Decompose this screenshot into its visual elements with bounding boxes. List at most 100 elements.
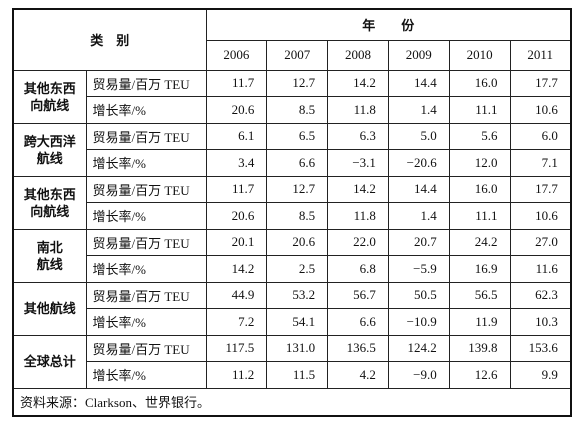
value-cell: 53.2 bbox=[266, 281, 329, 309]
year-header: 2007 bbox=[266, 39, 329, 71]
value-cell: 44.9 bbox=[205, 281, 268, 309]
data-row: 其他东西 向航线 贸易量/百万 TEU 11.7 12.7 14.2 14.4 16.0 17.… bbox=[12, 175, 572, 230]
value-cell: 54.1 bbox=[266, 308, 329, 336]
metric: 增长率/% bbox=[85, 202, 207, 230]
metric: 增长率/% bbox=[85, 149, 207, 177]
value-cell: 12.7 bbox=[266, 175, 329, 203]
year-row: 2006 2007 2008 2009 2010 2011 bbox=[13, 39, 572, 71]
value-cell: 16.0 bbox=[448, 175, 511, 203]
data-row: 增长率/% 20.6 8.5 11.8 1.4 11.1 10.6 bbox=[13, 202, 572, 230]
value-cell: 1.4 bbox=[387, 202, 450, 230]
value-cell: 8.5 bbox=[266, 202, 329, 230]
data-row: 增长率/% 7.2 54.1 6.6 −10.9 11.9 10.3 bbox=[13, 308, 572, 336]
metric: 贸易量/百万 TEU bbox=[85, 228, 207, 256]
group-name-line: 跨大西洋 bbox=[23, 133, 76, 149]
metric: 增长率/% bbox=[85, 308, 207, 336]
metric: 增长率/% bbox=[85, 255, 207, 283]
value-cell: 20.6 bbox=[266, 228, 329, 256]
value-cell: 153.6 bbox=[509, 334, 572, 362]
data-row: 其他航线 贸易量/百万 TEU 44.9 53.2 56.7 50.5 56.5 62.3 bbox=[12, 281, 572, 336]
value-cell: 131.0 bbox=[266, 334, 329, 362]
group-name-line: 其他航线 bbox=[23, 301, 76, 316]
value-cell: 6.3 bbox=[327, 122, 389, 150]
value-cell: 11.7 bbox=[205, 175, 268, 203]
value-cell: 10.6 bbox=[509, 202, 572, 230]
value-cell: 11.2 bbox=[205, 361, 268, 389]
value-cell: 14.2 bbox=[205, 255, 268, 283]
data-row: 增长率/% 11.2 11.5 4.2 −9.0 12.6 9.9 bbox=[13, 361, 572, 389]
data-row: 增长率/% 20.6 8.5 11.8 1.4 11.1 10.6 bbox=[13, 96, 572, 124]
value-cell: 11.1 bbox=[448, 96, 511, 124]
value-cell: 10.6 bbox=[509, 96, 572, 124]
value-cell: 20.6 bbox=[205, 96, 268, 124]
value-cell: 11.6 bbox=[509, 255, 572, 283]
value-cell: 6.8 bbox=[327, 255, 389, 283]
value-cell: 20.6 bbox=[205, 202, 268, 230]
year-header: 2006 bbox=[205, 39, 268, 71]
group-name: 南北 航线 bbox=[12, 228, 87, 283]
value-cell: 10.3 bbox=[509, 308, 572, 336]
value-cell: 56.5 bbox=[448, 281, 511, 309]
value-cell: −9.0 bbox=[387, 361, 450, 389]
value-cell: 11.5 bbox=[266, 361, 329, 389]
value-cell: 17.7 bbox=[509, 175, 572, 203]
group-name-line: 航线 bbox=[36, 150, 63, 166]
metric: 贸易量/百万 TEU bbox=[85, 69, 207, 97]
metric: 贸易量/百万 TEU bbox=[85, 334, 207, 362]
value-cell: 6.5 bbox=[266, 122, 329, 150]
value-cell: −3.1 bbox=[327, 149, 389, 177]
value-cell: 7.2 bbox=[205, 308, 268, 336]
value-cell: −10.9 bbox=[387, 308, 450, 336]
value-cell: 3.4 bbox=[205, 149, 268, 177]
value-cell: 11.9 bbox=[448, 308, 511, 336]
value-cell: 6.6 bbox=[266, 149, 329, 177]
value-cell: 17.7 bbox=[509, 69, 572, 97]
group-name: 全球总计 bbox=[12, 334, 87, 389]
value-cell: 14.2 bbox=[327, 175, 389, 203]
group-name: 其他东西 向航线 bbox=[12, 69, 87, 124]
value-cell: 8.5 bbox=[266, 96, 329, 124]
metric: 增长率/% bbox=[85, 96, 207, 124]
group-name-line: 航线 bbox=[36, 256, 63, 272]
data-row: 全球总计 贸易量/百万 TEU 117.5 131.0 136.5 124.2 139.8 1… bbox=[12, 334, 572, 389]
value-cell: 20.7 bbox=[387, 228, 450, 256]
value-cell: 12.6 bbox=[448, 361, 511, 389]
value-cell: 62.3 bbox=[509, 281, 572, 309]
trade-table: 类 别 年 份 2006 2007 2008 2009 2010 2011 其他东西 向航线… bbox=[12, 8, 572, 417]
data-row: 其他东西 向航线 贸易量/百万 TEU 11.7 12.7 14.2 14.4 16.0 17.… bbox=[12, 69, 572, 124]
value-cell: 14.4 bbox=[387, 175, 450, 203]
value-cell: 11.8 bbox=[327, 202, 389, 230]
value-cell: 11.7 bbox=[205, 69, 268, 97]
value-cell: 6.6 bbox=[327, 308, 389, 336]
group-name: 其他航线 bbox=[12, 281, 87, 336]
value-cell: −20.6 bbox=[387, 149, 450, 177]
value-cell: 12.0 bbox=[448, 149, 511, 177]
group-name-line: 全球总计 bbox=[23, 354, 76, 369]
value-cell: 20.1 bbox=[205, 228, 268, 256]
value-cell: 22.0 bbox=[327, 228, 389, 256]
source: 资料来源：Clarkson、世界银行。 bbox=[12, 387, 572, 417]
value-cell: 11.8 bbox=[327, 96, 389, 124]
value-cell: 1.4 bbox=[387, 96, 450, 124]
value-cell: 50.5 bbox=[387, 281, 450, 309]
group-name-line: 南北 bbox=[36, 239, 63, 255]
data-row: 南北 航线 贸易量/百万 TEU 20.1 20.6 22.0 20.7 24.2 27.0 bbox=[12, 228, 572, 283]
value-cell: 14.4 bbox=[387, 69, 450, 97]
group-name: 跨大西洋 航线 bbox=[12, 122, 87, 177]
year-header: 2011 bbox=[509, 39, 572, 71]
metric: 贸易量/百万 TEU bbox=[85, 281, 207, 309]
value-cell: 16.9 bbox=[448, 255, 511, 283]
source-row: 资料来源：Clarkson、世界银行。 bbox=[12, 387, 572, 417]
data-row: 跨大西洋 航线 贸易量/百万 TEU 6.1 6.5 6.3 5.0 5.6 6.0 bbox=[12, 122, 572, 177]
value-cell: 56.7 bbox=[327, 281, 389, 309]
data-row: 增长率/% 14.2 2.5 6.8 −5.9 16.9 11.6 bbox=[13, 255, 572, 283]
metric: 贸易量/百万 TEU bbox=[85, 175, 207, 203]
value-cell: 16.0 bbox=[448, 69, 511, 97]
value-cell: 6.0 bbox=[509, 122, 572, 150]
group-name-line: 其他东西 bbox=[23, 80, 76, 96]
year-header: 2010 bbox=[448, 39, 511, 71]
year-header: 2008 bbox=[327, 39, 389, 71]
value-cell: 6.1 bbox=[205, 122, 268, 150]
data-row: 增长率/% 3.4 6.6 −3.1 −20.6 12.0 7.1 bbox=[13, 149, 572, 177]
